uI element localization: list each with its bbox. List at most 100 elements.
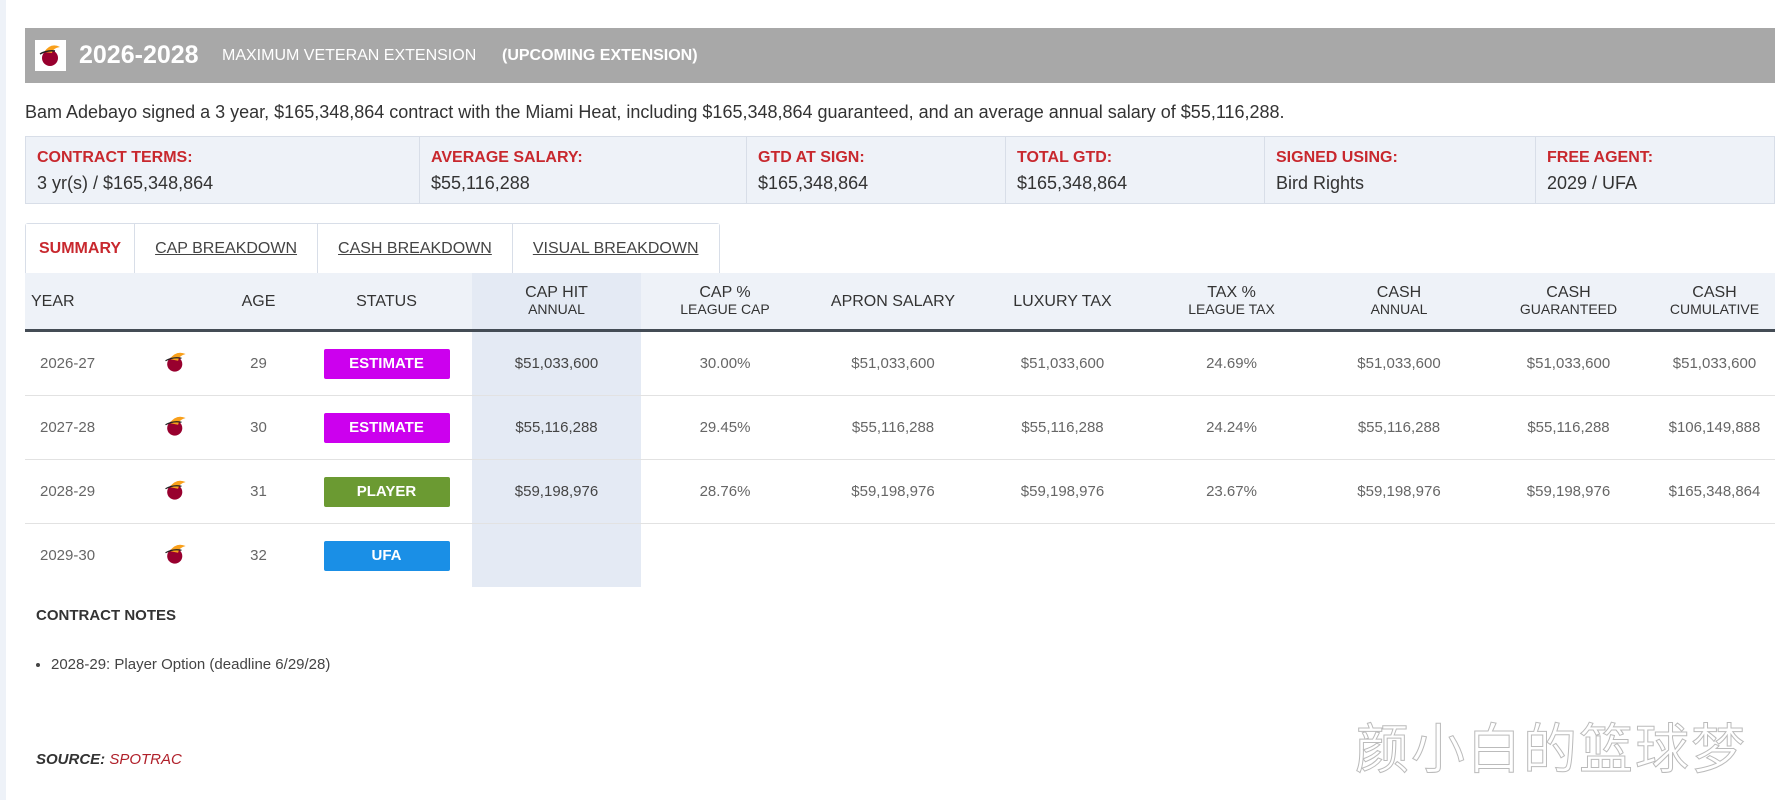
term-label: FREE AGENT: bbox=[1547, 149, 1654, 166]
term-label: SIGNED USING: bbox=[1276, 149, 1398, 166]
table-cell: $55,116,288 bbox=[472, 395, 641, 460]
table-cell bbox=[977, 524, 1148, 588]
column-header: CASH CUMULATIVE bbox=[1654, 273, 1775, 332]
table-cell bbox=[1483, 524, 1654, 588]
column-header: CASH ANNUAL bbox=[1315, 273, 1483, 332]
column-header: CASH GUARANTEED bbox=[1483, 273, 1654, 332]
table-cell bbox=[1148, 524, 1315, 588]
term-value: $55,116,288 bbox=[431, 173, 530, 193]
table-cell bbox=[1315, 524, 1483, 588]
contract-header: 2026-2028 MAXIMUM VETERAN EXTENSION (UPC… bbox=[25, 28, 1775, 83]
notes-title: CONTRACT NOTES bbox=[36, 607, 176, 624]
table-cell bbox=[1654, 524, 1775, 588]
tabs: SUMMARY CAP BREAKDOWN CASH BREAKDOWN VISUAL… bbox=[25, 223, 720, 273]
table-row: 2029-30 32 UFA bbox=[25, 523, 1775, 588]
table-cell bbox=[136, 330, 216, 396]
table-cell: $51,033,600 bbox=[472, 330, 641, 396]
table-cell: $165,348,864 bbox=[1654, 459, 1775, 524]
table-cell: ESTIMATE bbox=[301, 395, 472, 460]
header-line: CAP HIT bbox=[525, 284, 588, 301]
table-cell: 23.67% bbox=[1148, 459, 1315, 524]
header-line: CASH bbox=[1692, 284, 1737, 301]
table-cell: 24.24% bbox=[1148, 395, 1315, 460]
header-line: STATUS bbox=[356, 292, 417, 310]
contract-table: YEAR AGE STATUS CAP HIT ANNUAL CAP % LEAGUE CA… bbox=[25, 273, 1775, 587]
table-cell: $51,033,600 bbox=[1483, 330, 1654, 396]
header-line: APRON SALARY bbox=[830, 292, 956, 310]
term: FREE AGENT: 2029 / UFA bbox=[1536, 137, 1774, 203]
table-cell: $55,116,288 bbox=[809, 395, 977, 460]
table-cell: UFA bbox=[301, 524, 472, 588]
table-cell: $55,116,288 bbox=[1483, 395, 1654, 460]
header-line: ANNUAL bbox=[528, 301, 585, 317]
term: TOTAL GTD: $165,348,864 bbox=[1006, 137, 1265, 203]
table-cell: $59,198,976 bbox=[1483, 459, 1654, 524]
column-header: AGE bbox=[216, 273, 301, 332]
left-edge bbox=[0, 0, 6, 800]
table-cell: $55,116,288 bbox=[977, 395, 1148, 460]
table-cell: 2027-28 bbox=[25, 395, 136, 460]
header-line: GUARANTEED bbox=[1519, 301, 1618, 317]
column-header: TAX % LEAGUE TAX bbox=[1148, 273, 1315, 332]
column-header: YEAR bbox=[25, 273, 136, 332]
term-label: AVERAGE SALARY: bbox=[431, 149, 583, 166]
table-cell: ESTIMATE bbox=[301, 330, 472, 396]
team-logo bbox=[165, 480, 186, 500]
table-cell: $51,033,600 bbox=[977, 330, 1148, 396]
status-badge: ESTIMATE bbox=[323, 348, 450, 379]
term: GTD AT SIGN: $165,348,864 bbox=[747, 137, 1006, 203]
tab[interactable]: CAP BREAKDOWN bbox=[134, 224, 318, 273]
term-label: GTD AT SIGN: bbox=[758, 149, 865, 166]
column-header: CAP HIT ANNUAL bbox=[472, 273, 641, 332]
term-label: CONTRACT TERMS: bbox=[37, 149, 193, 166]
tab[interactable]: VISUAL BREAKDOWN bbox=[511, 224, 719, 273]
contract-tag: (UPCOMING EXTENSION) bbox=[502, 47, 698, 64]
table-row: 2026-27 29 ESTIMATE $51,033,600 30.00% $51,03… bbox=[25, 330, 1775, 396]
note: 2028-29: Player Option (deadline 6/29/28… bbox=[51, 656, 330, 673]
table-cell: 31 bbox=[216, 459, 301, 524]
header-line: CASH bbox=[1376, 284, 1422, 301]
header-line: LEAGUE CAP bbox=[680, 301, 770, 317]
table-cell bbox=[641, 524, 809, 588]
terms: CONTRACT TERMS: 3 yr(s) / $165,348,864 AVE… bbox=[25, 136, 1775, 204]
header-line: AGE bbox=[241, 292, 276, 310]
tab[interactable]: SUMMARY bbox=[26, 224, 135, 273]
table-cell bbox=[136, 524, 216, 588]
term-value: $165,348,864 bbox=[758, 173, 869, 193]
header-line: TAX % bbox=[1207, 284, 1256, 301]
table-cell bbox=[136, 395, 216, 460]
watermark: 颜小白的篮球梦 bbox=[1355, 720, 1747, 781]
table-cell: PLAYER bbox=[301, 459, 472, 524]
table-cell: 30.00% bbox=[641, 330, 809, 396]
table-cell: 24.69% bbox=[1148, 330, 1315, 396]
contract-type: MAXIMUM VETERAN EXTENSION bbox=[222, 47, 477, 64]
notes-list: 2028-29: Player Option (deadline 6/29/28… bbox=[36, 656, 330, 673]
team-logo bbox=[165, 544, 186, 564]
term: CONTRACT TERMS: 3 yr(s) / $165,348,864 bbox=[26, 137, 420, 203]
table-cell: 2029-30 bbox=[40, 547, 96, 564]
column-header: CAP % LEAGUE CAP bbox=[641, 273, 809, 332]
table-cell bbox=[136, 459, 216, 524]
term-value: $165,348,864 bbox=[1017, 173, 1128, 193]
table-row: 2028-29 31 PLAYER $59,198,976 28.76% $59,198,… bbox=[25, 459, 1775, 524]
table-cell: $59,198,976 bbox=[1315, 459, 1483, 524]
term-label: TOTAL GTD: bbox=[1017, 149, 1113, 166]
table-cell: 29.45% bbox=[641, 395, 809, 460]
table-cell: 30 bbox=[216, 395, 301, 460]
table-cell: 28.76% bbox=[641, 459, 809, 524]
table-cell: $106,149,888 bbox=[1654, 395, 1775, 460]
header-line: YEAR bbox=[31, 292, 75, 310]
table-cell: $59,198,976 bbox=[472, 459, 641, 524]
status-badge: UFA bbox=[323, 540, 450, 571]
tab[interactable]: CASH BREAKDOWN bbox=[317, 224, 512, 273]
table-cell: $51,033,600 bbox=[809, 330, 977, 396]
description: Bam Adebayo signed a 3 year, $165,348,86… bbox=[25, 102, 1285, 122]
table-cell: $55,116,288 bbox=[1315, 395, 1483, 460]
table-cell: 32 bbox=[250, 547, 267, 564]
table-cell bbox=[809, 524, 977, 588]
table-cell: 2028-29 bbox=[25, 459, 136, 524]
status-badge: ESTIMATE bbox=[323, 412, 450, 443]
table-cell: $51,033,600 bbox=[1315, 330, 1483, 396]
table-row: 2027-28 30 ESTIMATE $55,116,288 29.45% $55,11… bbox=[25, 395, 1775, 460]
